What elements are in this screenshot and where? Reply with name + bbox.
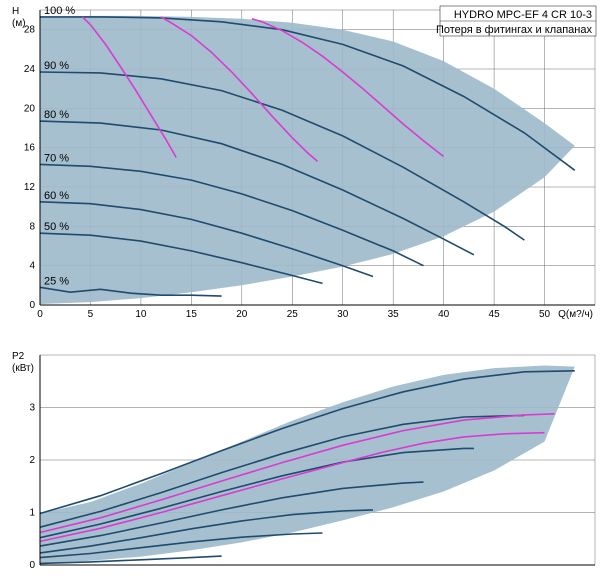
svg-text:1: 1 <box>29 508 35 519</box>
svg-text:P2: P2 <box>12 351 25 362</box>
pump-chart: H(м)25 %50 %60 %70 %80 %90 %100 %0510152… <box>0 0 600 582</box>
svg-text:30: 30 <box>337 309 349 320</box>
svg-text:24: 24 <box>24 64 36 75</box>
svg-text:50 %: 50 % <box>44 221 69 233</box>
svg-text:4: 4 <box>29 261 35 272</box>
svg-text:80 %: 80 % <box>44 109 69 121</box>
svg-text:50: 50 <box>539 309 551 320</box>
svg-text:100 %: 100 % <box>44 5 75 17</box>
svg-text:3: 3 <box>29 403 35 414</box>
svg-text:40: 40 <box>438 309 450 320</box>
svg-text:5: 5 <box>88 309 94 320</box>
svg-text:20: 20 <box>24 103 36 114</box>
svg-text:16: 16 <box>24 143 36 154</box>
svg-text:20: 20 <box>236 309 248 320</box>
svg-text:28: 28 <box>24 25 36 36</box>
svg-text:8: 8 <box>29 221 35 232</box>
svg-text:25: 25 <box>287 309 299 320</box>
svg-text:35: 35 <box>388 309 400 320</box>
svg-text:Потеря в фитингах и клапанах: Потеря в фитингах и клапанах <box>436 24 593 36</box>
svg-text:(кВт): (кВт) <box>12 363 34 374</box>
svg-text:0: 0 <box>29 560 35 571</box>
svg-text:Q(м?/ч): Q(м?/ч) <box>558 309 593 320</box>
svg-text:70 %: 70 % <box>44 152 69 164</box>
svg-text:10: 10 <box>135 309 147 320</box>
svg-text:45: 45 <box>489 309 501 320</box>
svg-text:90 %: 90 % <box>44 60 69 72</box>
svg-text:60 %: 60 % <box>44 190 69 202</box>
svg-text:0: 0 <box>37 309 43 320</box>
svg-text:12: 12 <box>24 182 36 193</box>
svg-text:25 %: 25 % <box>44 275 69 287</box>
svg-text:0: 0 <box>29 300 35 311</box>
svg-text:H: H <box>12 6 19 17</box>
svg-text:15: 15 <box>186 309 198 320</box>
operating-region <box>40 16 575 304</box>
title-box: HYDRO MPC-EF 4 CR 10-3 Потеря в фитингах … <box>436 6 596 36</box>
svg-text:2: 2 <box>29 455 35 466</box>
svg-text:HYDRO MPC-EF 4 CR 10-3: HYDRO MPC-EF 4 CR 10-3 <box>454 9 592 21</box>
